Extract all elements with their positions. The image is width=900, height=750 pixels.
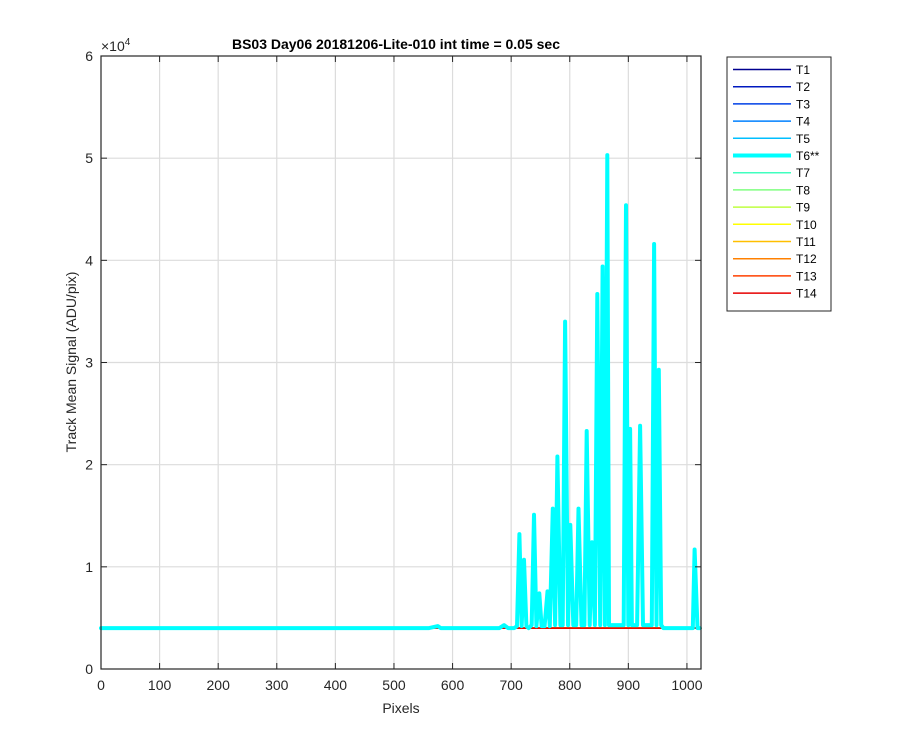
legend-entry-label: T7 — [796, 166, 810, 180]
y-axis-exponent: ×104 — [101, 37, 131, 54]
legend-entry-label: T13 — [796, 269, 817, 283]
series-line-t6 — [99, 153, 702, 631]
legend-entry-label: T2 — [796, 80, 810, 94]
axis-ticks: 0 100 200 300 400 500 600 700 800 900 1000 0 1 2 3 4 5 6 — [85, 48, 703, 693]
y-exponent-power: 4 — [125, 37, 131, 48]
legend-entry-label: T9 — [796, 201, 810, 215]
legend-entry-label: T1 — [796, 63, 810, 77]
chart-title: BS03 Day06 20181206-Lite-010 int time = … — [232, 36, 560, 52]
legend: T1 T2 T3 T4 T5 T6** T7 T8 T9 T10 T11 T12 T13 T14 — [726, 56, 832, 312]
legend-entry-label: T3 — [796, 97, 810, 111]
x-tick-label: 500 — [382, 677, 406, 693]
series-layer — [99, 153, 702, 631]
legend-entry-label: T12 — [796, 252, 817, 266]
y-exponent-base: ×10 — [101, 38, 125, 54]
y-tick-label: 0 — [85, 661, 93, 677]
x-tick-label: 200 — [207, 677, 231, 693]
legend-entry-label: T6** — [796, 149, 820, 163]
x-tick-label: 400 — [324, 677, 348, 693]
y-axis-label: Track Mean Signal (ADU/pix) — [63, 272, 79, 453]
x-tick-label: 300 — [265, 677, 289, 693]
legend-box — [726, 56, 832, 312]
y-tick-label: 4 — [85, 252, 93, 268]
x-tick-label: 700 — [499, 677, 523, 693]
x-tick-label: 1000 — [671, 677, 702, 693]
x-tick-label: 600 — [441, 677, 465, 693]
y-tick-label: 3 — [85, 355, 93, 371]
legend-entry-label: T10 — [796, 218, 817, 232]
x-tick-label: 100 — [148, 677, 172, 693]
legend-entry-label: T8 — [796, 183, 810, 197]
x-axis-label: Pixels — [382, 700, 419, 716]
legend-entry-label: T14 — [796, 287, 817, 301]
y-tick-label: 5 — [85, 150, 93, 166]
x-tick-label: 0 — [97, 677, 105, 693]
legend-entry-label: T11 — [796, 235, 816, 249]
y-tick-label: 6 — [85, 48, 93, 64]
x-tick-label: 900 — [617, 677, 641, 693]
y-tick-label: 2 — [85, 457, 93, 473]
legend-entry-label: T5 — [796, 132, 810, 146]
y-tick-label: 1 — [85, 559, 93, 575]
legend-entry-label: T4 — [796, 115, 810, 129]
x-tick-label: 800 — [558, 677, 582, 693]
